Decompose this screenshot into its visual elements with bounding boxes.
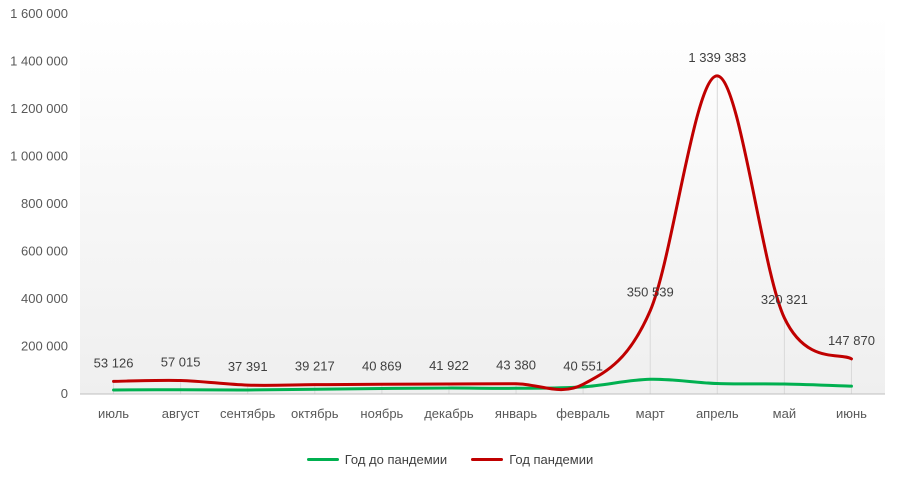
y-tick-label: 1 600 000: [10, 6, 68, 21]
data-label: 320 321: [761, 292, 808, 307]
y-tick-label: 200 000: [21, 339, 68, 354]
plot-area: [80, 14, 885, 394]
x-tick-label: август: [162, 406, 200, 421]
legend-swatch-green: [306, 458, 339, 461]
legend-label: Год пандемии: [509, 452, 594, 467]
series-lines: [112, 74, 853, 392]
x-tick-label: ноябрь: [360, 406, 403, 421]
data-label: 53 126: [94, 355, 134, 370]
data-label: 40 869: [362, 358, 402, 373]
data-label: 350 539: [627, 285, 674, 300]
x-tick-label: апрель: [696, 406, 739, 421]
legend-swatch-red: [471, 458, 504, 461]
series-line-pre-pandemic: [112, 377, 853, 392]
x-tick-label: март: [636, 406, 665, 421]
legend: Год до пандемии Год пандемии: [0, 452, 900, 467]
x-tick-label: февраль: [556, 406, 610, 421]
y-tick-label: 1 400 000: [10, 54, 68, 69]
data-label: 39 217: [295, 359, 335, 374]
y-axis-ticks: 0 200 000 400 000 600 000 800 000 1 000 000 1 …: [10, 6, 68, 401]
series-line-pandemic: [112, 74, 853, 392]
y-tick-label: 0: [61, 386, 68, 401]
x-tick-label: июнь: [836, 406, 867, 421]
x-tick-label: декабрь: [424, 406, 474, 421]
y-tick-label: 400 000: [21, 291, 68, 306]
data-label: 41 922: [429, 358, 469, 373]
legend-label: Год до пандемии: [344, 452, 448, 467]
y-tick-label: 800 000: [21, 196, 68, 211]
x-tick-label: октябрь: [291, 406, 339, 421]
x-axis-ticks: июль август сентябрь октябрь ноябрь декабрь ян…: [98, 406, 867, 421]
y-tick-label: 1 000 000: [10, 149, 68, 164]
data-labels: 53 126 57 015 37 391 39 217 40 869 41 922 43 3…: [94, 50, 875, 374]
x-tick-label: июль: [98, 406, 129, 421]
x-tick-label: январь: [495, 406, 537, 421]
y-tick-label: 600 000: [21, 244, 68, 259]
data-label: 57 015: [161, 354, 201, 369]
x-tick-label: май: [773, 406, 796, 421]
data-label: 40 551: [563, 358, 603, 373]
data-label: 1 339 383: [688, 50, 746, 65]
data-label: 37 391: [228, 359, 268, 374]
legend-item-pre-pandemic: Год до пандемии: [306, 452, 448, 467]
y-tick-label: 1 200 000: [10, 101, 68, 116]
data-label: 147 870: [828, 333, 875, 348]
legend-item-pandemic: Год пандемии: [471, 452, 593, 467]
x-tick-label: сентябрь: [220, 406, 276, 421]
data-label: 43 380: [496, 358, 536, 373]
